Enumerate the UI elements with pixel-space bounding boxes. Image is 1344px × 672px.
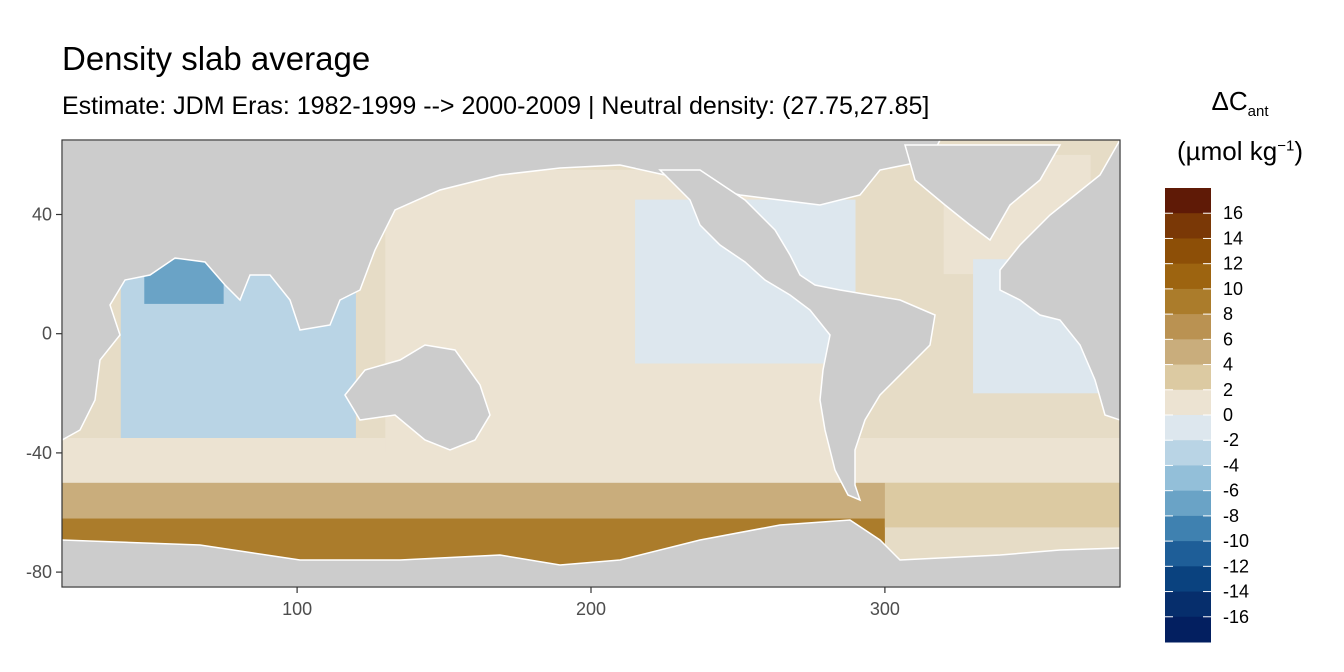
legend-swatch	[1165, 591, 1211, 618]
legend-swatch	[1165, 541, 1211, 567]
legend-label: -6	[1223, 481, 1239, 501]
land-americas	[658, 169, 936, 502]
legend-swatch	[1165, 188, 1211, 214]
legend-swatch	[1165, 263, 1211, 290]
y-tick-label: -40	[26, 443, 52, 463]
legend-label: -4	[1223, 455, 1239, 475]
legend-swatch	[1165, 616, 1211, 643]
legend-swatch	[1165, 364, 1211, 391]
legend: 16 14 12 10 8 6 4 2 0 -2 -4 -6 -8 -10 -12 -14 -16	[1165, 188, 1249, 643]
legend-subscript: ant	[1247, 103, 1269, 121]
legend-label: -2	[1223, 430, 1239, 450]
land-australia	[344, 344, 491, 451]
legend-swatch	[1165, 566, 1211, 593]
land-masses	[62, 140, 1120, 587]
legend-swatch	[1165, 415, 1211, 441]
legend-swatch	[1165, 389, 1211, 416]
land-greenland	[904, 144, 1062, 242]
legend-label: 0	[1223, 405, 1233, 425]
legend-label: 4	[1223, 355, 1233, 375]
y-tick-label: 40	[32, 205, 52, 225]
legend-label: 2	[1223, 380, 1233, 400]
chart-title: Density slab average	[62, 40, 371, 77]
legend-label: -10	[1223, 531, 1249, 551]
legend-label: 6	[1223, 329, 1233, 349]
legend-unit-close: )	[1294, 136, 1303, 166]
legend-label: 10	[1223, 279, 1243, 299]
x-tick-label: 200	[576, 599, 606, 619]
legend-swatch	[1165, 339, 1211, 366]
legend-label: 14	[1223, 228, 1243, 248]
legend-symbol-text: ΔC	[1211, 86, 1248, 116]
legend-swatch	[1165, 288, 1211, 315]
legend-label: -8	[1223, 506, 1239, 526]
legend-title-symbol: ΔCant	[1160, 86, 1320, 120]
land-europe-africa	[999, 140, 1120, 421]
legend-swatch	[1165, 440, 1211, 466]
field-layer	[62, 140, 1120, 587]
x-tick-label: 100	[282, 599, 312, 619]
legend-unit-superscript: −1	[1277, 137, 1295, 155]
x-tick-label: 300	[870, 599, 900, 619]
legend-label: 12	[1223, 254, 1243, 274]
legend-swatch	[1165, 238, 1211, 265]
legend-label: -16	[1223, 607, 1249, 627]
legend-label: 16	[1223, 203, 1243, 223]
legend-swatch	[1165, 490, 1211, 517]
chart-subtitle: Estimate: JDM Eras: 1982-1999 --> 2000-2…	[62, 92, 930, 120]
legend-swatch	[1165, 213, 1211, 239]
legend-title-unit: (µmol kg−1)	[1160, 136, 1320, 167]
land-eurasia-africa	[62, 140, 941, 441]
y-tick-label: -80	[26, 562, 52, 582]
legend-unit-text: (µmol kg	[1177, 136, 1278, 166]
legend-label: -14	[1223, 582, 1249, 602]
legend-swatch	[1165, 515, 1211, 542]
legend-swatch	[1165, 465, 1211, 492]
legend-label: 8	[1223, 304, 1233, 324]
y-tick-label: 0	[42, 324, 52, 344]
land-antarctica	[62, 519, 1120, 587]
legend-swatch	[1165, 314, 1211, 340]
legend-label: -12	[1223, 556, 1249, 576]
